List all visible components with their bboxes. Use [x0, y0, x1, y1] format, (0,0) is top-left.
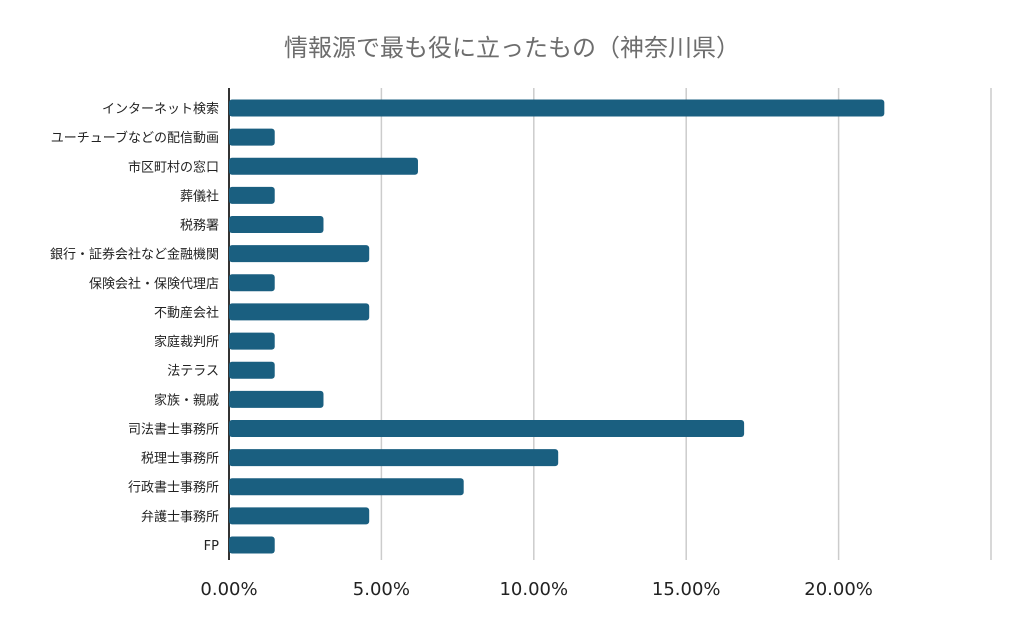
category-label: 不動産会社 — [154, 305, 219, 321]
bar — [229, 419, 745, 437]
category-label: 行政書士事務所 — [128, 481, 219, 496]
bar — [229, 536, 275, 554]
bar — [229, 186, 275, 204]
x-tick-label: 0.00% — [200, 579, 257, 600]
category-label: 家庭裁判所 — [154, 334, 219, 350]
bar — [229, 478, 464, 496]
category-label: 葬儀社 — [180, 188, 219, 204]
bar — [229, 332, 275, 350]
x-tick-label: 20.00% — [804, 579, 873, 600]
bar — [229, 128, 275, 146]
bar — [229, 390, 324, 408]
bar — [229, 361, 275, 379]
chart-title: 情報源で最も役に立ったもの（神奈川県） — [284, 34, 740, 62]
category-label: 司法書士事務所 — [128, 422, 219, 437]
category-label: 弁護士事務所 — [141, 509, 219, 525]
bar — [229, 245, 370, 263]
category-label: 税務署 — [180, 219, 219, 234]
category-label: 家族・親戚 — [154, 392, 219, 408]
bar — [229, 157, 418, 175]
category-label: FP — [204, 539, 219, 554]
x-tick-label: 5.00% — [353, 579, 410, 600]
category-label: 市区町村の窓口 — [128, 159, 219, 175]
bar — [229, 99, 885, 117]
bar — [229, 216, 324, 234]
x-tick-label: 10.00% — [499, 579, 568, 600]
category-label: 税理士事務所 — [141, 452, 219, 467]
bar — [229, 303, 370, 321]
category-label: インターネット検索 — [102, 102, 219, 117]
bar — [229, 274, 275, 292]
category-label: 法テラス — [167, 364, 219, 379]
bar — [229, 449, 559, 467]
category-label: ユーチューブなどの配信動画 — [51, 130, 219, 146]
x-tick-label: 15.00% — [652, 579, 721, 600]
bar — [229, 507, 370, 525]
category-label: 銀行・証券会社など金融機関 — [50, 247, 219, 263]
category-label: 保険会社・保険代理店 — [89, 276, 219, 292]
